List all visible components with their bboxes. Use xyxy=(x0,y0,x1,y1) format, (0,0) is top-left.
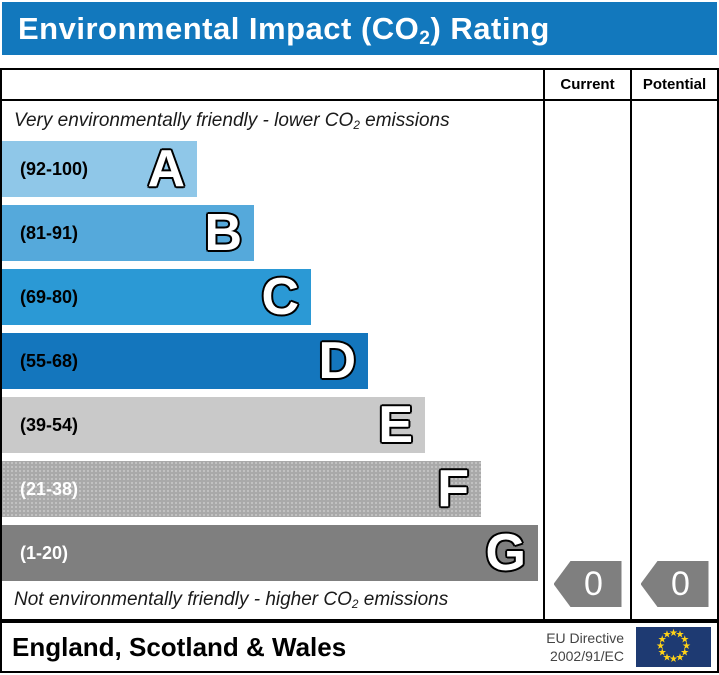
band-letter: E xyxy=(378,396,413,454)
eu-flag-star-icon: ★ xyxy=(669,654,678,665)
potential-value-arrow: 0 xyxy=(640,561,709,607)
band-range-label: (81-91) xyxy=(20,222,79,243)
region-label: England, Scotland & Wales xyxy=(12,631,347,662)
band-range-label: (55-68) xyxy=(20,350,79,371)
current-value: 0 xyxy=(584,565,603,603)
potential-value: 0 xyxy=(671,565,690,603)
potential-value-cell: 0 xyxy=(630,101,717,619)
bottom-note-subscript: 2 xyxy=(351,598,359,612)
band-letter: B xyxy=(204,204,242,262)
band-range-label: (1-20) xyxy=(20,542,69,563)
column-header-potential: Potential xyxy=(630,70,717,101)
eu-flag-star-icon: ★ xyxy=(656,641,665,652)
current-value-arrow: 0 xyxy=(553,561,622,607)
title-banner: Environmental Impact (CO2) Rating xyxy=(2,2,717,55)
bottom-note: Not environmentally friendly - higher CO… xyxy=(14,589,543,611)
bottom-note-text: Not environmentally friendly - higher CO xyxy=(14,589,352,610)
rating-bands: (92-100) A (81-91) B (69-80) C (55-68) D (39-54)… xyxy=(2,141,543,581)
eu-flag-star-icon: ★ xyxy=(669,628,678,639)
band-range-label: (39-54) xyxy=(20,414,79,435)
chart-header-spacer xyxy=(2,70,543,101)
rating-band-a: (92-100) A xyxy=(2,141,197,197)
band-letter: D xyxy=(318,332,356,390)
eu-flag-star-icon: ★ xyxy=(675,652,685,664)
band-range-label: (21-38) xyxy=(20,478,79,499)
eu-flag-star-icon: ★ xyxy=(657,647,667,659)
top-note-text-end: emissions xyxy=(359,110,450,131)
top-note: Very environmentally friendly - lower CO… xyxy=(14,110,543,132)
rating-band-f: (21-38) F xyxy=(2,461,481,517)
eu-flag-star-icon: ★ xyxy=(680,647,690,659)
rating-band-g: (1-20) G xyxy=(2,525,538,581)
band-range-label: (69-80) xyxy=(20,286,79,307)
rating-chart-area: Very environmentally friendly - lower CO… xyxy=(2,101,543,619)
rating-band-b: (81-91) B xyxy=(2,205,254,261)
co2-rating-table: Current Potential Very environmentally f… xyxy=(0,68,719,621)
bottom-note-text-end: emissions xyxy=(358,589,449,610)
current-value-cell: 0 xyxy=(543,101,630,619)
page-title-text: Environmental Impact (CO xyxy=(18,10,420,46)
top-note-subscript: 2 xyxy=(353,119,360,133)
top-note-text: Very environmentally friendly - lower CO xyxy=(14,110,354,131)
eu-directive-line2: 2002/91/EC xyxy=(550,648,624,664)
band-range-label: (92-100) xyxy=(20,158,89,179)
eu-directive-line1: EU Directive xyxy=(546,629,624,646)
band-letter: G xyxy=(485,524,526,582)
eu-flag-star-icon: ★ xyxy=(675,629,685,641)
eu-flag-star-icon: ★ xyxy=(682,641,691,652)
rating-band-d: (55-68) D xyxy=(2,333,368,389)
page-title-subscript: 2 xyxy=(419,27,431,49)
eu-flag-star-icon: ★ xyxy=(657,634,667,646)
eu-flag-star-icon: ★ xyxy=(662,629,672,641)
rating-band-e: (39-54) E xyxy=(2,397,425,453)
band-letter: C xyxy=(261,268,299,326)
band-letter: A xyxy=(147,140,185,198)
column-header-current: Current xyxy=(543,70,630,101)
eu-flag-star-icon: ★ xyxy=(662,652,672,664)
eu-flag-icon: ★ ★ ★ ★ ★ ★ ★ ★ ★ ★ ★ ★ xyxy=(636,627,711,667)
page-title: Environmental Impact (CO2) Rating xyxy=(18,10,550,49)
band-letter: F xyxy=(437,460,469,518)
eu-directive-label: EU Directive 2002/91/EC xyxy=(546,629,624,665)
footer: England, Scotland & Wales EU Directive 2… xyxy=(0,621,719,673)
page-title-text-end: ) Rating xyxy=(430,10,550,46)
rating-band-c: (69-80) C xyxy=(2,269,311,325)
eu-flag-star-icon: ★ xyxy=(680,634,690,646)
